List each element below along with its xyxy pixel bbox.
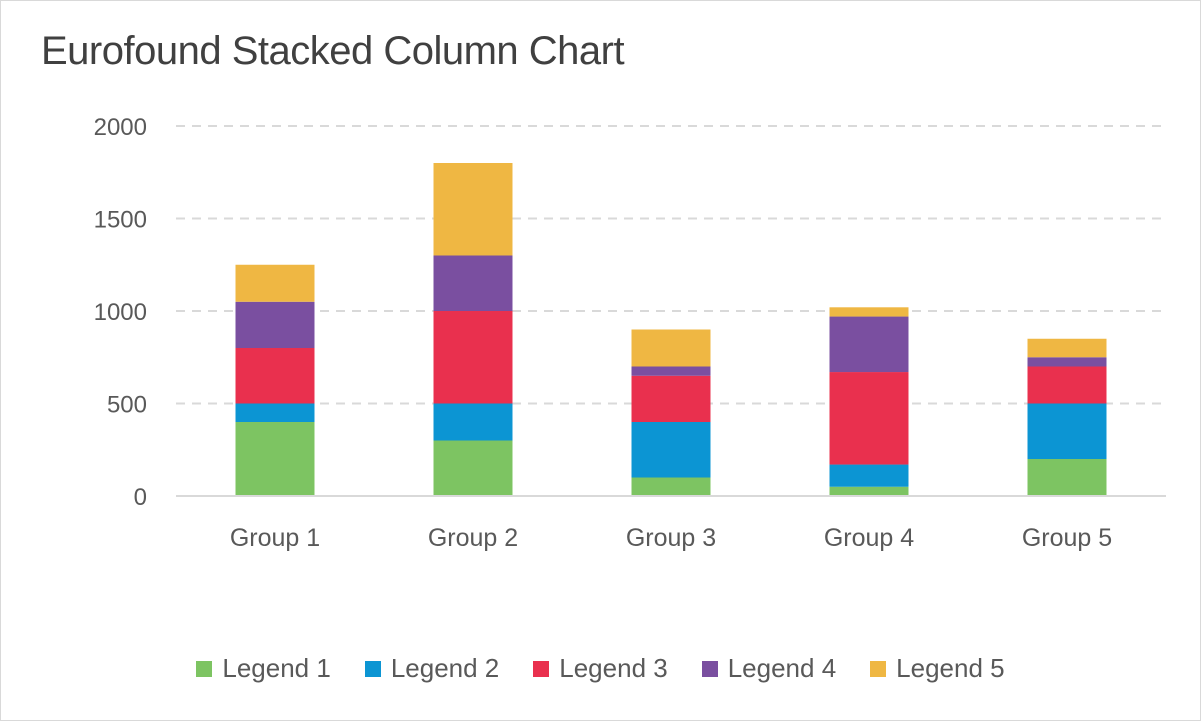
bar-segment	[631, 422, 711, 478]
legend-swatch	[870, 660, 887, 677]
bar-segment	[829, 372, 909, 465]
gridlines	[176, 125, 1166, 405]
bar-segment	[1027, 403, 1107, 459]
legend-swatch	[701, 660, 718, 677]
bar-segment	[433, 255, 513, 311]
bar-segment	[631, 375, 711, 422]
legend-label: Legend 5	[896, 653, 1005, 683]
bar-segment	[631, 477, 711, 496]
legend-label: Legend 1	[222, 653, 331, 683]
y-tick-label: 0	[134, 484, 147, 511]
y-tick-label: 1000	[94, 299, 147, 326]
bar-segment	[1027, 338, 1107, 358]
bar-segment	[235, 264, 315, 302]
bar-segment	[1027, 357, 1107, 367]
bar-segment	[433, 163, 513, 256]
bar-segment	[235, 403, 315, 422]
y-tick-label: 1500	[94, 207, 147, 234]
bars	[235, 163, 1107, 496]
y-axis-tick-labels: 0 500 1000 1500 2000	[94, 114, 147, 511]
bar-segment	[1027, 366, 1107, 404]
bar-segment	[829, 307, 909, 317]
bar-segment	[1027, 459, 1107, 496]
x-category-label: Group 1	[230, 524, 320, 552]
legend-label: Legend 4	[727, 653, 837, 683]
bar-segment	[433, 311, 513, 404]
x-category-label: Group 3	[626, 524, 716, 552]
bar-segment	[829, 464, 909, 487]
legend-swatch	[364, 660, 381, 677]
chart-title: Eurofound Stacked Column Chart	[41, 29, 625, 73]
x-category-label: Group 2	[428, 524, 518, 552]
legend-label: Legend 2	[390, 653, 500, 683]
legend: Legend 1 Legend 2 Legend 3 Legend 4 Legend 5	[1, 653, 1200, 684]
bar-segment	[433, 403, 513, 441]
bar-segment	[235, 348, 315, 404]
x-category-label: Group 4	[824, 524, 914, 552]
bar-segment	[829, 486, 909, 496]
legend-swatch	[196, 660, 213, 677]
x-category-label: Group 5	[1022, 524, 1112, 552]
bar-segment	[235, 422, 315, 496]
y-tick-label: 500	[107, 392, 147, 419]
legend-item: Legend 4	[701, 653, 837, 684]
y-tick-label: 2000	[94, 114, 147, 141]
bar-segment	[235, 301, 315, 348]
bar-segment	[631, 329, 711, 367]
bar-segment	[631, 366, 711, 376]
legend-item: Legend 3	[533, 653, 668, 684]
legend-item: Legend 1	[196, 653, 331, 684]
bar-segment	[433, 440, 513, 496]
bar-segment	[829, 316, 909, 373]
legend-item: Legend 5	[870, 653, 1005, 684]
legend-item: Legend 2	[364, 653, 500, 684]
x-axis-category-labels: Group 1 Group 2 Group 3 Group 4 Group 5	[230, 524, 1112, 552]
legend-label: Legend 3	[559, 653, 668, 683]
legend-swatch	[533, 660, 550, 677]
